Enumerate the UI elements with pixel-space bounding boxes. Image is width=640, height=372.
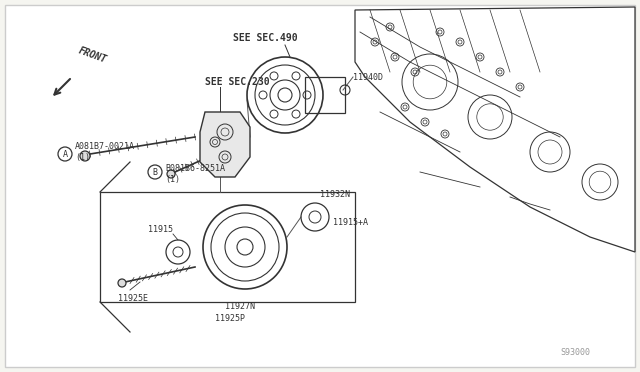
Text: 11915: 11915	[148, 225, 173, 234]
Polygon shape	[200, 112, 250, 177]
Text: B: B	[152, 167, 157, 176]
Text: 11940D: 11940D	[353, 73, 383, 82]
Text: SEE SEC.230: SEE SEC.230	[205, 77, 269, 87]
Text: A081B7-0021A
(1): A081B7-0021A (1)	[75, 142, 135, 162]
Polygon shape	[355, 7, 635, 252]
Text: FRONT: FRONT	[77, 45, 108, 65]
Text: 11927N: 11927N	[225, 302, 255, 311]
Text: 11915+A: 11915+A	[333, 218, 368, 227]
Text: B081B6-8251A
(1): B081B6-8251A (1)	[165, 164, 225, 184]
Circle shape	[167, 170, 175, 178]
Text: SEE SEC.490: SEE SEC.490	[233, 33, 298, 43]
Circle shape	[80, 151, 90, 161]
Text: 11925P: 11925P	[215, 314, 245, 323]
Circle shape	[118, 279, 126, 287]
Text: S93000: S93000	[560, 348, 590, 357]
Text: A: A	[63, 150, 67, 158]
FancyBboxPatch shape	[100, 192, 355, 302]
Bar	[305, 77, 345, 113]
Text: 11932N: 11932N	[320, 190, 350, 199]
Text: 11925E: 11925E	[118, 294, 148, 303]
